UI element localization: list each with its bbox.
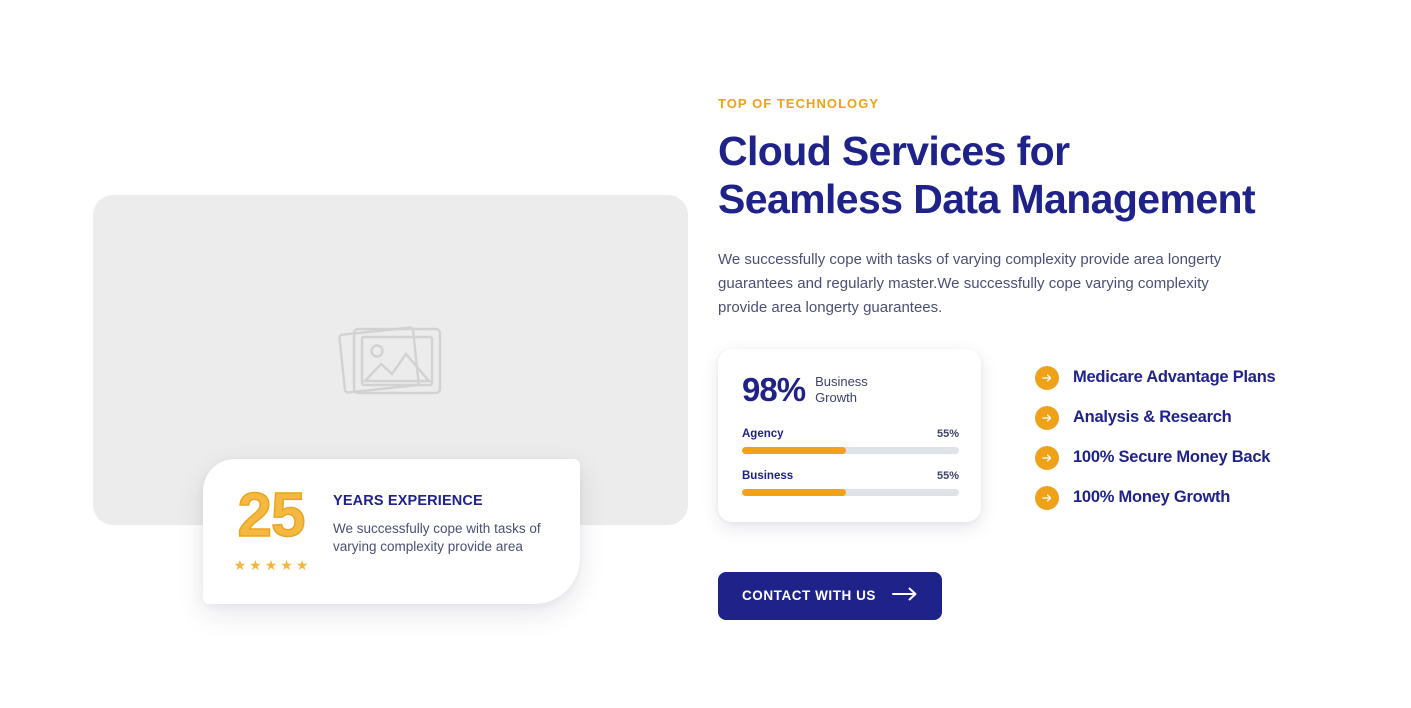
- progress-label: Agency: [742, 427, 784, 440]
- list-item[interactable]: Analysis & Research: [1035, 398, 1275, 438]
- star-icon: ★: [264, 556, 278, 573]
- arrow-right-icon: [1035, 365, 1059, 390]
- list-item[interactable]: 100% Money Growth: [1035, 478, 1275, 518]
- image-placeholder-icon: [332, 312, 450, 408]
- contact-with-us-button[interactable]: CONTACT WITH US: [718, 571, 942, 620]
- list-item-label: Analysis & Research: [1073, 408, 1232, 427]
- list-item-label: Medicare Advantage Plans: [1073, 368, 1276, 387]
- progress-header: Agency 55%: [742, 428, 959, 440]
- stats-value: 98%: [742, 370, 806, 408]
- feature-list: Medicare Advantage Plans Analysis & Rese…: [1035, 349, 1276, 518]
- section-eyebrow: TOP OF TECHNOLOGY: [718, 96, 880, 111]
- arrow-right-icon: [1035, 405, 1059, 430]
- experience-number: 25: [237, 481, 306, 550]
- progress-group-agency: Agency 55%: [742, 428, 959, 454]
- list-item-label: 100% Secure Money Back: [1073, 448, 1271, 467]
- progress-value: 55%: [936, 427, 959, 440]
- experience-badge: 25 ★ ★ ★ ★ ★: [223, 481, 319, 572]
- stats-label-line-2: Growth: [815, 389, 857, 405]
- experience-copy: YEARS EXPERIENCE We successfully cope wi…: [319, 487, 549, 556]
- experience-description: We successfully cope with tasks of varyi…: [333, 521, 541, 554]
- experience-title: YEARS EXPERIENCE: [333, 493, 483, 509]
- progress-header: Business 55%: [742, 470, 959, 482]
- star-icon: ★: [295, 556, 309, 573]
- arrow-right-icon: [892, 587, 918, 604]
- progress-group-business: Business 55%: [742, 470, 959, 496]
- years-experience-card: 25 ★ ★ ★ ★ ★ YEARS EXPERIENCE We successfull…: [203, 459, 580, 604]
- arrow-right-icon: [1035, 485, 1059, 510]
- progress-track: [742, 488, 959, 496]
- stats-label: Business Growth: [815, 373, 868, 406]
- progress-value: 55%: [936, 469, 959, 482]
- star-icon: ★: [233, 556, 247, 573]
- business-growth-card: 98% Business Growth Agency 55%: [718, 348, 981, 522]
- list-item-label: 100% Money Growth: [1073, 488, 1231, 507]
- stats-label-line-1: Business: [815, 373, 868, 389]
- rating-stars: ★ ★ ★ ★ ★: [234, 558, 309, 572]
- list-item[interactable]: 100% Secure Money Back: [1035, 438, 1275, 478]
- progress-fill: [742, 488, 847, 496]
- list-item[interactable]: Medicare Advantage Plans: [1035, 358, 1276, 398]
- arrow-right-icon: [1035, 445, 1059, 470]
- page-title: Cloud Services for Seamless Data Managem…: [718, 128, 1256, 223]
- star-icon: ★: [280, 556, 293, 573]
- media-column: 25 ★ ★ ★ ★ ★ YEARS EXPERIENCE We successfull…: [93, 195, 688, 605]
- progress-fill: [742, 446, 847, 454]
- progress-track: [742, 446, 959, 454]
- stats-header: 98% Business Growth: [742, 373, 959, 406]
- progress-label: Business: [742, 469, 794, 482]
- content-column: TOP OF TECHNOLOGY Cloud Services for Sea…: [718, 96, 1338, 620]
- star-icon: ★: [249, 556, 262, 573]
- contact-with-us-label: CONTACT WITH US: [742, 588, 876, 604]
- section-description: We successfully cope with tasks of varyi…: [718, 250, 1222, 316]
- stats-and-features-row: 98% Business Growth Agency 55%: [718, 348, 1338, 522]
